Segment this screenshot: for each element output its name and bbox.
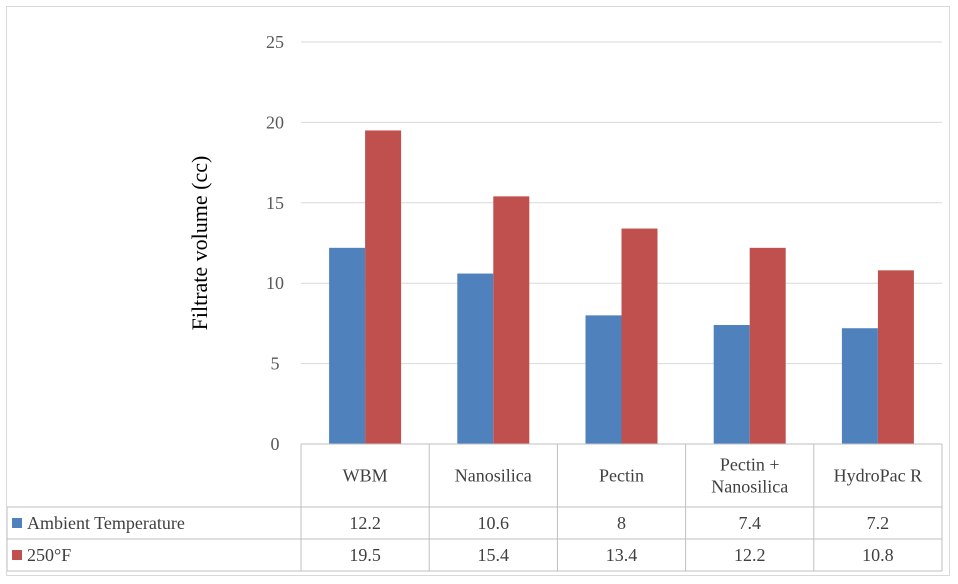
- y-tick-label: 5: [271, 354, 280, 374]
- x-tick-label: WBM: [343, 466, 388, 486]
- x-tick-label: Nanosilica: [711, 477, 788, 497]
- legend-label: 250°F: [27, 545, 71, 565]
- bar: [329, 247, 366, 444]
- data-label: 7.2: [867, 513, 890, 533]
- y-tick-label: 0: [271, 434, 280, 454]
- y-tick-label: 10: [266, 273, 284, 293]
- bar: [493, 196, 530, 444]
- legend-label: Ambient Temperature: [27, 513, 185, 533]
- x-tick-label: Nanosilica: [455, 466, 532, 486]
- y-tick-label: 25: [266, 32, 284, 52]
- data-label: 8: [617, 513, 626, 533]
- data-label: 12.2: [349, 513, 381, 533]
- bar: [621, 228, 658, 444]
- y-axis-label: Filtrate volume (cc): [187, 156, 212, 331]
- x-tick-label: HydroPac R: [834, 466, 923, 486]
- y-tick-label: 15: [266, 193, 284, 213]
- bar-chart: 0 5 10 15 20 25 Filtrate volume (cc) WBM Nanosil…: [7, 32, 943, 572]
- bar: [585, 315, 622, 444]
- data-label: 10.8: [862, 545, 894, 565]
- bar: [877, 270, 914, 444]
- data-label: 13.4: [606, 545, 638, 565]
- x-tick-label: Pectin +: [720, 455, 780, 475]
- bar: [713, 325, 750, 444]
- data-label: 7.4: [738, 513, 761, 533]
- chart-frame: 0 5 10 15 20 25 Filtrate volume (cc) WBM Nanosil…: [6, 6, 950, 576]
- bar: [749, 247, 786, 444]
- data-label: 15.4: [478, 545, 510, 565]
- legend-swatch: [12, 518, 22, 528]
- x-tick-label: Pectin: [599, 466, 644, 486]
- bar: [365, 130, 402, 444]
- data-label: 10.6: [478, 513, 510, 533]
- bar: [457, 273, 494, 444]
- data-label: 12.2: [734, 545, 766, 565]
- y-tick-label: 20: [266, 112, 284, 132]
- data-label: 19.5: [349, 545, 381, 565]
- bar: [841, 328, 878, 444]
- legend-swatch: [12, 550, 22, 560]
